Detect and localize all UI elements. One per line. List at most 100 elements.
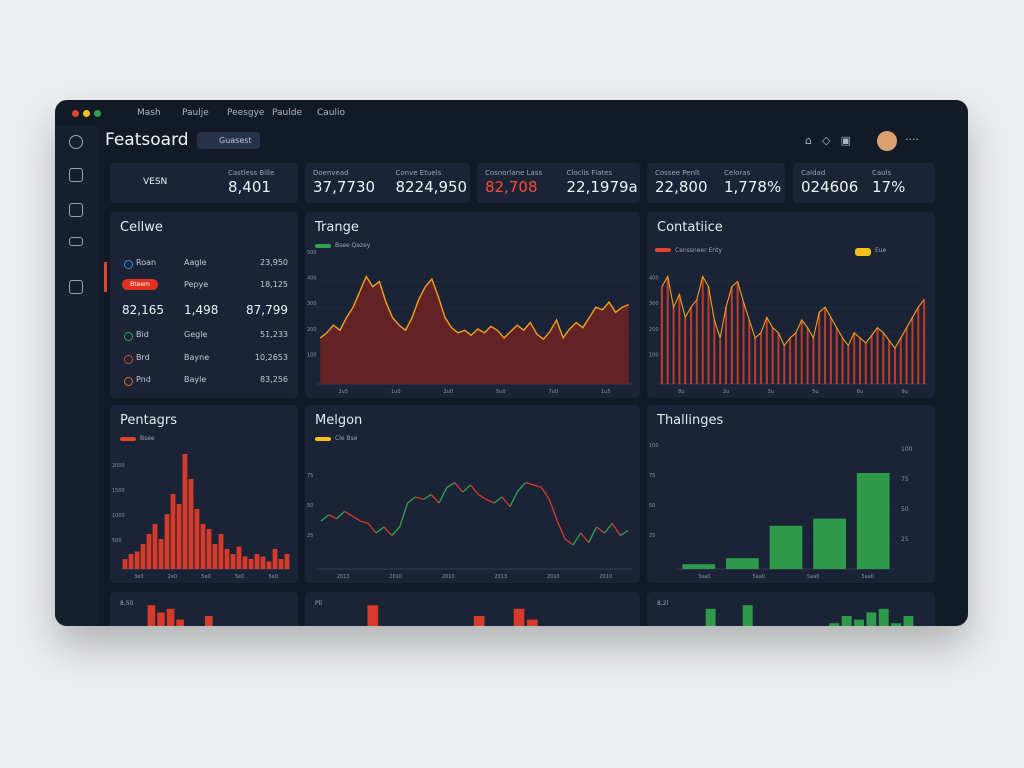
list-row[interactable]: Roan Aagle 23,950 bbox=[122, 258, 288, 272]
line-segment bbox=[391, 526, 401, 536]
row-tag: Aagle bbox=[184, 258, 207, 267]
kpi-label: Castless Bille bbox=[228, 169, 275, 177]
list-row[interactable]: Pnd Bayle 83,256 bbox=[122, 375, 288, 389]
kpi-label: Cosnorlane Lass bbox=[485, 169, 543, 177]
x-tick-label: 2010 bbox=[389, 574, 402, 580]
line-segment bbox=[572, 532, 582, 546]
chart-panel: 8,50 10 bbox=[110, 592, 298, 626]
row-badge: Bteem bbox=[122, 279, 158, 290]
y-tick-label: 1500 bbox=[112, 488, 125, 494]
bar bbox=[122, 559, 128, 569]
row-value: 51,233 bbox=[260, 330, 288, 339]
chart: 100 200 300 400 500 2u5 1u0 2u0 5u0 7u0 1u5 bbox=[307, 250, 632, 395]
close-dot[interactable] bbox=[72, 110, 79, 117]
y-tick-label: 100 bbox=[901, 446, 913, 453]
list-row[interactable]: Brd Bayne 10,2653 bbox=[122, 353, 288, 367]
sidebar-icon[interactable] bbox=[69, 237, 83, 246]
line-segment bbox=[462, 484, 472, 493]
legend-label: Eue bbox=[875, 247, 887, 254]
menu-item[interactable]: Mash bbox=[137, 108, 161, 118]
x-tick-label: 2010 bbox=[599, 574, 612, 580]
row-value: 87,799 bbox=[246, 303, 288, 317]
bar bbox=[236, 546, 242, 569]
row-icon bbox=[124, 332, 133, 341]
more-button[interactable]: ···· bbox=[905, 133, 919, 146]
sidebar-icon[interactable] bbox=[69, 280, 83, 294]
chart-panel: Thallinges 25 25 50 50 75 75 100 100 3aa0 5aa0 5aa0… bbox=[647, 405, 935, 583]
bar bbox=[188, 479, 194, 569]
min-dot[interactable] bbox=[83, 110, 90, 117]
line-segment bbox=[438, 487, 448, 504]
kpi-name: VESN bbox=[143, 177, 168, 187]
bar bbox=[526, 619, 538, 626]
bar bbox=[707, 286, 710, 384]
row-tag: Bayle bbox=[184, 375, 207, 384]
row-tag: Bayne bbox=[184, 353, 210, 362]
panel-title: Thallinges bbox=[657, 413, 724, 428]
line bbox=[661, 274, 925, 350]
bar bbox=[194, 509, 200, 569]
x-tick-label: 5e0 bbox=[268, 574, 277, 580]
line-segment bbox=[486, 498, 495, 504]
bar bbox=[899, 337, 902, 384]
bar bbox=[812, 337, 815, 384]
bar bbox=[769, 525, 803, 569]
row-value: 23,950 bbox=[260, 258, 288, 267]
toolbar-icons[interactable]: ⌂◇▣ bbox=[805, 134, 861, 147]
kpi-value: 1,778% bbox=[724, 178, 782, 196]
sidebar-icon[interactable] bbox=[69, 168, 83, 182]
sidebar-icon[interactable] bbox=[69, 135, 83, 149]
bar bbox=[473, 616, 485, 626]
line-segment bbox=[360, 520, 369, 525]
panel-title: 8,2l bbox=[657, 600, 669, 607]
line-segment bbox=[399, 502, 409, 528]
x-tick-label: 1u5 bbox=[601, 389, 611, 395]
bar bbox=[266, 561, 272, 569]
bar bbox=[724, 307, 728, 384]
y-tick-label: 100 bbox=[649, 443, 659, 449]
kpi-card: VESN Castless Bille 8,401 bbox=[110, 163, 298, 203]
bar bbox=[882, 332, 885, 384]
legend-swatch bbox=[315, 437, 331, 441]
bar bbox=[765, 317, 768, 384]
bar bbox=[157, 612, 165, 626]
menu-item[interactable]: Caulio bbox=[317, 108, 346, 118]
bar bbox=[254, 554, 260, 569]
bar bbox=[794, 332, 797, 384]
list-row[interactable]: Bid Gegle 51,233 bbox=[122, 330, 288, 344]
bar bbox=[134, 551, 140, 569]
bar bbox=[713, 320, 716, 384]
x-tick-label: 5aa0 bbox=[862, 574, 875, 580]
max-dot[interactable] bbox=[94, 110, 101, 117]
line-segment bbox=[588, 526, 598, 543]
row-name: Pnd bbox=[136, 375, 151, 384]
list-row[interactable]: 82,165 1,498 87,799 bbox=[122, 303, 288, 317]
row-tag: 1,498 bbox=[184, 303, 219, 317]
x-tick-label: 1u0 bbox=[391, 389, 401, 395]
x-tick-label: 2013 bbox=[337, 574, 350, 580]
y-tick-label: 25 bbox=[649, 533, 655, 539]
panel-title: Contatiice bbox=[657, 220, 723, 235]
menu-item[interactable]: Paulje bbox=[182, 108, 209, 118]
bar bbox=[242, 556, 248, 569]
x-tick-label: 3aa0 bbox=[698, 574, 711, 580]
x-tick-label: 2u bbox=[723, 389, 729, 395]
bar bbox=[726, 558, 759, 569]
line-segment bbox=[367, 522, 377, 534]
avatar[interactable] bbox=[877, 131, 897, 151]
search-box[interactable]: Guasest bbox=[197, 132, 260, 149]
bar bbox=[206, 529, 212, 569]
bar bbox=[878, 608, 889, 626]
menu-item[interactable]: Paulde bbox=[272, 108, 302, 118]
y-tick-label: 300 bbox=[307, 301, 317, 307]
list-panel: Cellwe Roan Aagle 23,950 Bteem Pepye 18,125 82,… bbox=[110, 212, 298, 398]
legend-swatch bbox=[120, 437, 136, 441]
list-row[interactable]: Bteem Pepye 18,125 bbox=[122, 279, 288, 294]
sidebar-icon[interactable] bbox=[69, 203, 83, 217]
y-tick-label: 50 bbox=[307, 503, 313, 509]
kpi-label: Celoras bbox=[724, 169, 751, 177]
kpi-card: Doenvead 37,7730 Conve Etuels 8224,950 bbox=[305, 163, 470, 203]
menu-item[interactable]: Peesgye bbox=[227, 108, 265, 118]
bar bbox=[176, 619, 184, 626]
